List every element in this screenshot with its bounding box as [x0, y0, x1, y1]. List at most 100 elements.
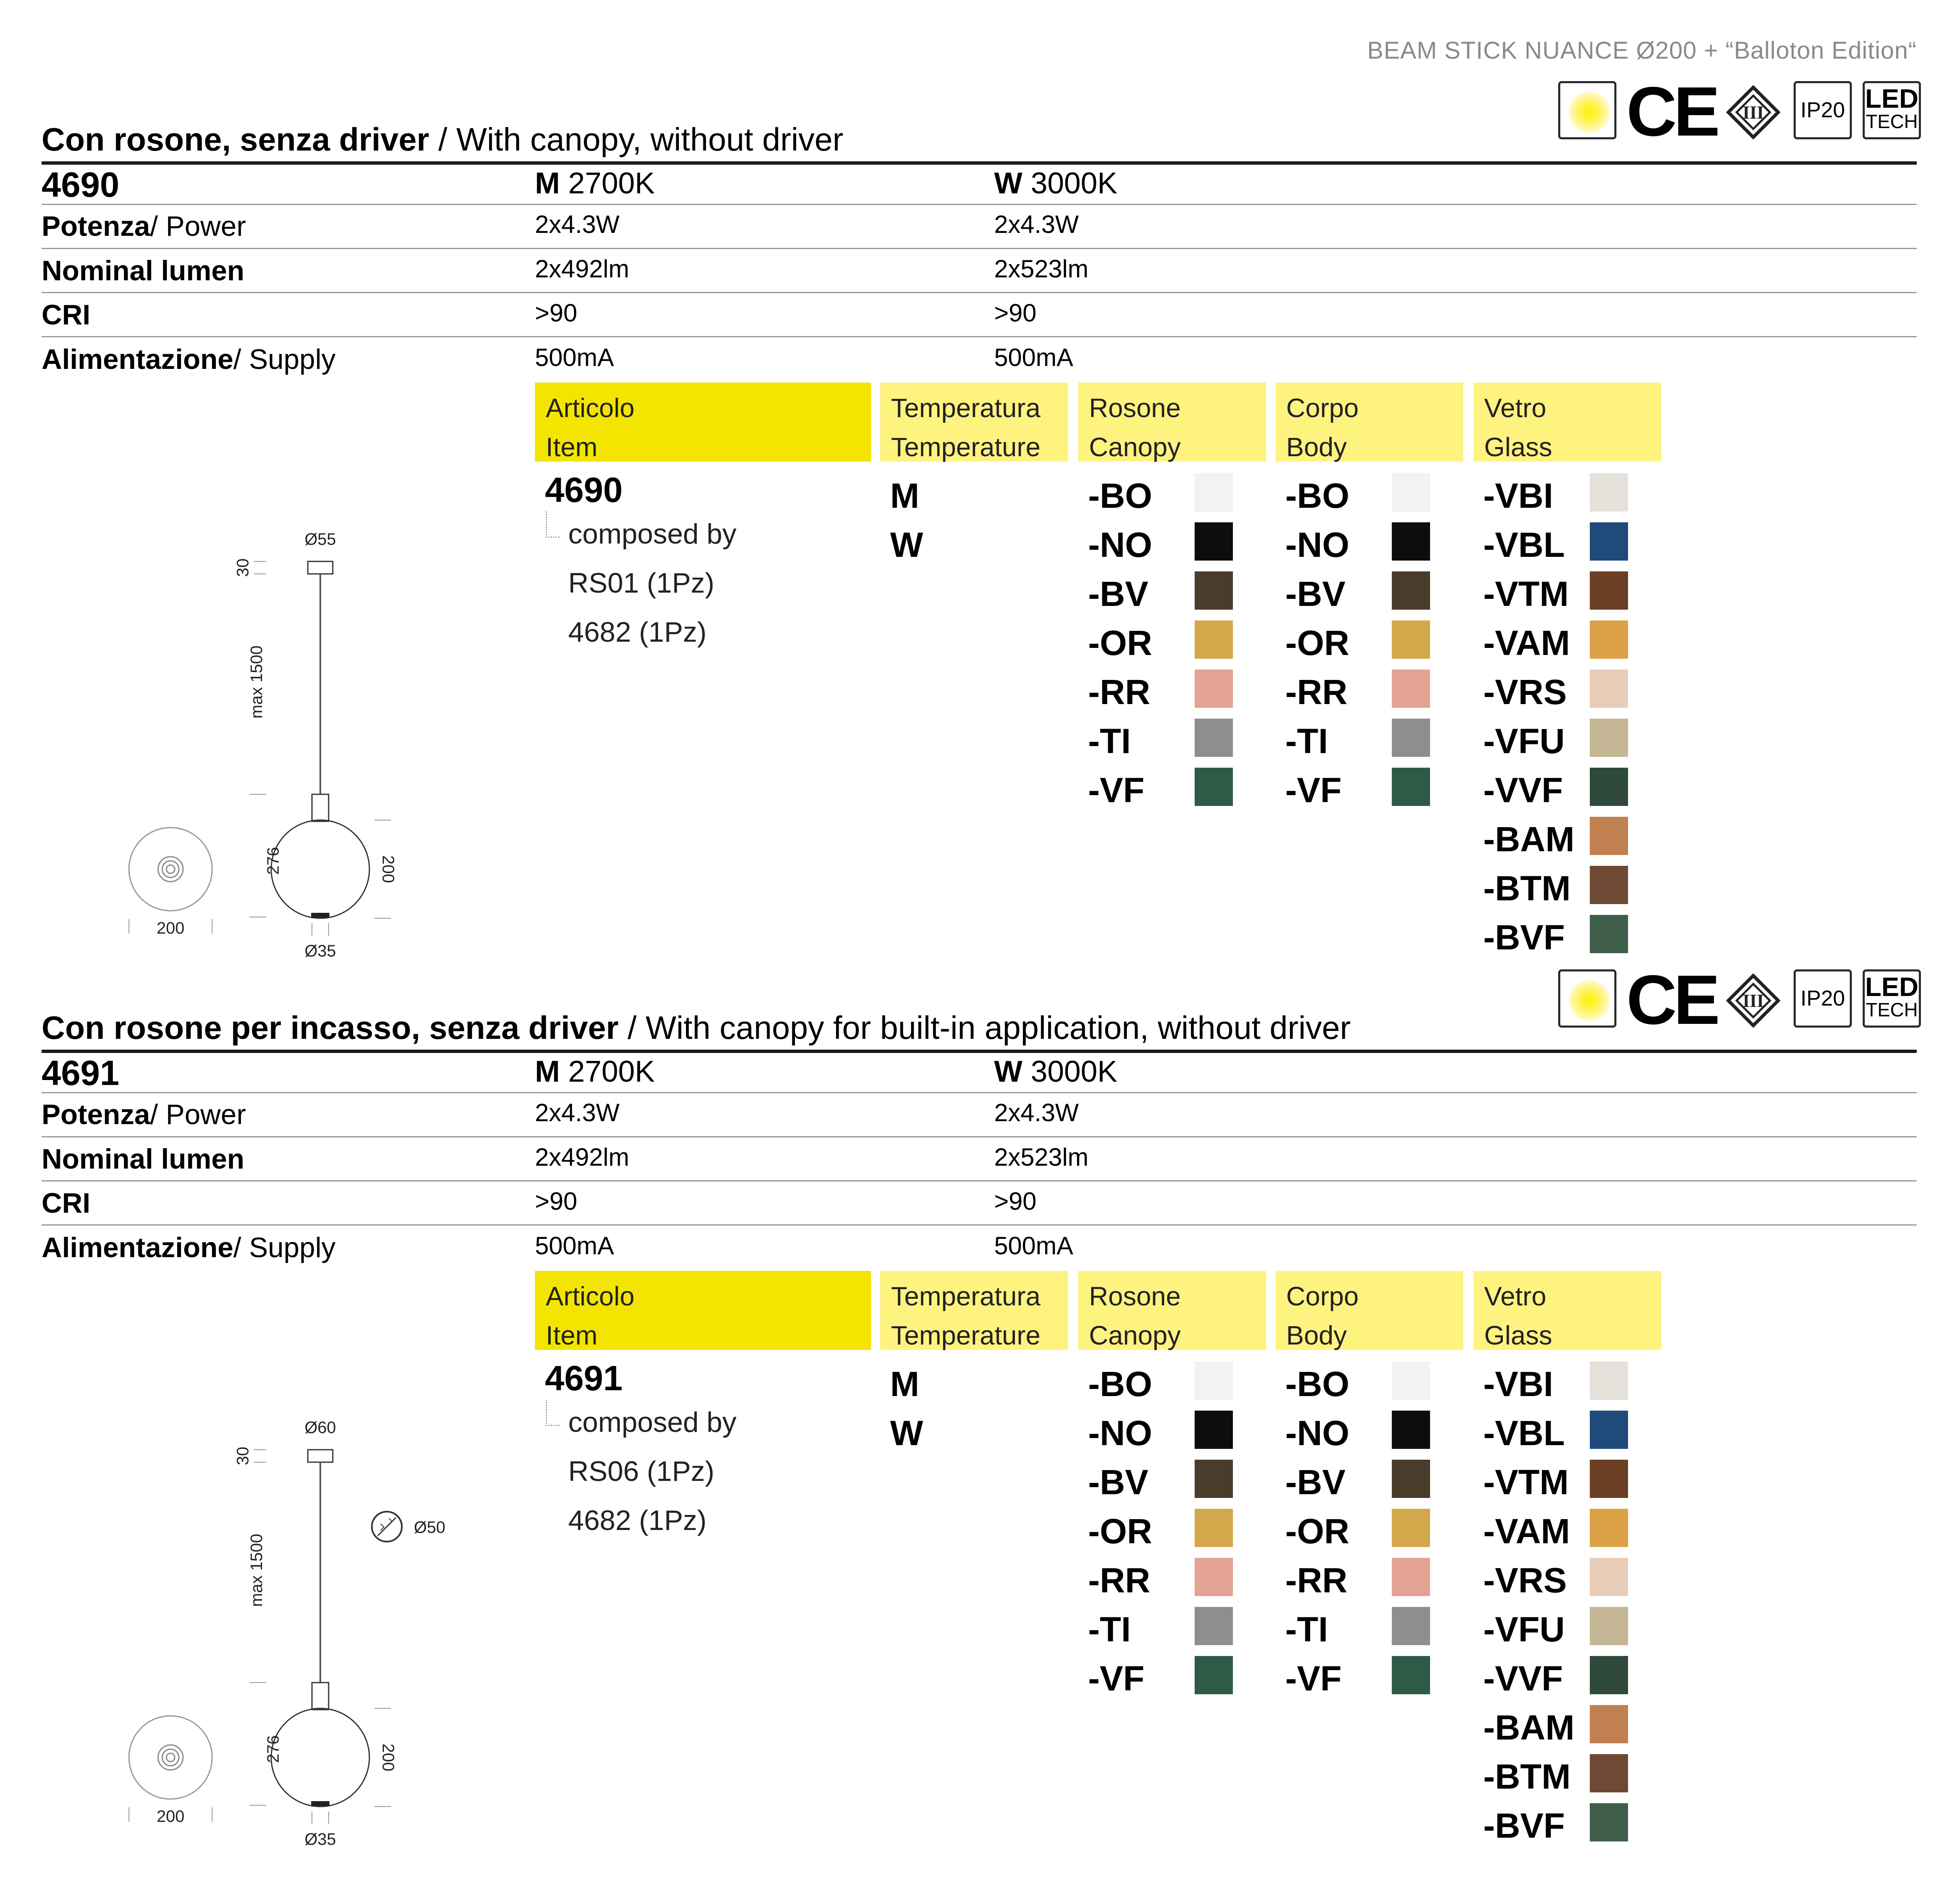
body-swatch: [1392, 1362, 1430, 1400]
glass-option-code: -VAM: [1483, 1512, 1570, 1551]
glass-option-code: -BTM: [1483, 869, 1571, 908]
glass-swatch: [1590, 522, 1628, 561]
canopy-option-code: -VF: [1088, 771, 1145, 810]
temperature-option: M: [890, 476, 919, 515]
power-m-value: 2x4.3W: [535, 210, 620, 238]
body-option-code: -RR: [1285, 1561, 1348, 1600]
lumen-label: Nominal lumen: [42, 1143, 245, 1175]
led-tech-icon: LED TECH: [1863, 81, 1921, 139]
header-glass: Vetro Glass: [1473, 383, 1661, 462]
glass-swatch: [1590, 768, 1628, 806]
cri-w-value: >90: [994, 1187, 1037, 1215]
body-option-code: -TI: [1285, 722, 1328, 761]
glass-swatch: [1590, 1362, 1628, 1400]
glass-option-code: -BTM: [1483, 1757, 1571, 1796]
glass-swatch: [1590, 1754, 1628, 1792]
glass-swatch: [1590, 571, 1628, 610]
composed-by-label: composed by: [568, 518, 737, 550]
base-diameter-label: Ø35: [304, 1830, 336, 1849]
plan-diameter-label: 200: [157, 1807, 185, 1826]
cutout-icon: Ø50: [371, 1511, 445, 1542]
supply-label: Alimentazione/ Supply: [42, 1232, 336, 1263]
supply-m-value: 500mA: [535, 344, 614, 371]
options-table: Articolo Item Temperatura Temperature Roso…: [0, 383, 1960, 1006]
supply-w-value: 500mA: [994, 344, 1074, 371]
canopy-shape: [307, 561, 334, 575]
body-swatch: [1392, 473, 1430, 512]
canopy-height-label: 30: [234, 1447, 252, 1466]
body-swatch: [1392, 620, 1430, 659]
product-code: 4691: [42, 1053, 119, 1092]
canopy-option-code: -OR: [1088, 1512, 1152, 1551]
item-code: 4690: [545, 470, 623, 509]
power-m-value: 2x4.3W: [535, 1099, 620, 1127]
component-1: RS01 (1Pz): [568, 567, 715, 599]
glass-swatch: [1590, 1656, 1628, 1694]
canopy-swatch: [1195, 522, 1233, 561]
ip-rating-icon: IP20: [1794, 969, 1852, 1028]
header-body: Corpo Body: [1275, 383, 1463, 462]
cable-length-label: max 1500: [247, 645, 266, 719]
glass-swatch: [1590, 866, 1628, 904]
canopy-swatch: [1195, 1460, 1233, 1498]
sphere-diameter-label: 200: [379, 855, 397, 883]
temperature-option: W: [890, 1414, 923, 1453]
temperature-option: W: [890, 525, 923, 564]
glass-swatch: [1590, 719, 1628, 757]
glass-swatch: [1590, 915, 1628, 953]
lumen-m-value: 2x492lm: [535, 255, 629, 283]
glass-option-code: -VFU: [1483, 722, 1565, 761]
canopy-option-code: -RR: [1088, 1561, 1151, 1600]
row-divider: [42, 1092, 1917, 1093]
canopy-swatch: [1195, 670, 1233, 708]
row-divider: [42, 204, 1917, 205]
glass-swatch: [1590, 1558, 1628, 1596]
body-option-code: -RR: [1285, 672, 1348, 712]
body-swatch: [1392, 768, 1430, 806]
canopy-option-code: -TI: [1088, 722, 1131, 761]
technical-drawing: Ø60 30 max 1500 276 200 Ø35: [128, 1419, 445, 1849]
header-temperature: Temperatura Temperature: [880, 1271, 1068, 1350]
glass-swatch: [1590, 1803, 1628, 1841]
stem-shape: [311, 1682, 329, 1710]
body-swatch: [1392, 1558, 1430, 1596]
canopy-swatch: [1195, 1558, 1233, 1596]
body-swatch: [1392, 1411, 1430, 1449]
title-rule: [42, 161, 1917, 165]
section-title: Con rosone, senza driver / With canopy, …: [42, 121, 844, 158]
power-w-value: 2x4.3W: [994, 210, 1079, 238]
lumen-w-value: 2x523lm: [994, 1143, 1089, 1171]
glass-option-code: -VBL: [1483, 1414, 1565, 1453]
glass-swatch: [1590, 620, 1628, 659]
body-swatch: [1392, 571, 1430, 610]
body-option-code: -BV: [1285, 574, 1346, 613]
svg-text:III: III: [1742, 991, 1764, 1011]
cable-length-label: max 1500: [247, 1534, 266, 1607]
variant-w-header: W 3000K: [994, 1055, 1118, 1088]
body-swatch: [1392, 1460, 1430, 1498]
lumen-w-value: 2x523lm: [994, 255, 1089, 283]
class-iii-icon: III: [1726, 973, 1781, 1028]
header-canopy: Rosone Canopy: [1078, 1271, 1266, 1350]
composed-by-label: composed by: [568, 1406, 737, 1438]
body-option-code: -OR: [1285, 623, 1349, 662]
header-item: Articolo Item: [535, 1271, 871, 1350]
plan-diameter-label: 200: [157, 919, 185, 937]
component-2: 4682 (1Pz): [568, 1505, 707, 1536]
canopy-option-code: -BO: [1088, 476, 1152, 515]
document-title: BEAM STICK NUANCE Ø200 + “Balloton Editi…: [1367, 37, 1917, 64]
canopy-option-code: -NO: [1088, 1414, 1152, 1453]
canopy-swatch: [1195, 1509, 1233, 1547]
glass-option-code: -VVF: [1483, 771, 1563, 810]
row-divider: [42, 248, 1917, 249]
glass-option-code: -BVF: [1483, 1806, 1565, 1845]
plan-view-circle: [128, 1715, 213, 1800]
body-option-code: -BO: [1285, 476, 1349, 515]
ip-rating-icon: IP20: [1794, 81, 1852, 139]
tree-connector: [546, 1400, 559, 1426]
power-w-value: 2x4.3W: [994, 1099, 1079, 1127]
component-2: 4682 (1Pz): [568, 616, 707, 648]
glass-swatch: [1590, 1509, 1628, 1547]
glass-swatch: [1590, 670, 1628, 708]
led-tech-icon: LED TECH: [1863, 969, 1921, 1028]
